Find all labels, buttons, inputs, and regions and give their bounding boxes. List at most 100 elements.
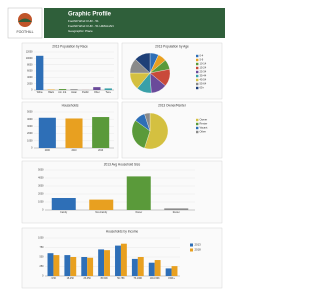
bar xyxy=(89,200,113,210)
bar xyxy=(98,249,104,276)
bar xyxy=(138,257,144,276)
x-tick-label: Am. Ind. xyxy=(58,91,67,94)
legend-label: 2018 xyxy=(195,248,202,252)
logo-text: FOOTHILL xyxy=(16,30,33,34)
x-tick-label: Renter xyxy=(173,211,180,214)
y-tick-label: 4000 xyxy=(27,118,33,121)
legend-swatch xyxy=(196,71,198,73)
bar xyxy=(164,208,188,210)
x-tick-label: Non-Family xyxy=(95,212,108,214)
chart-title: 2013 Population by Race xyxy=(52,44,88,48)
x-tick-label: <15K xyxy=(51,277,57,280)
bar xyxy=(65,118,82,148)
x-tick-label: 2010 xyxy=(71,150,77,152)
y-tick-label: 12000 xyxy=(26,51,33,54)
bar xyxy=(52,198,76,210)
bar xyxy=(115,246,121,276)
legend-label: Vacant xyxy=(200,126,208,130)
y-tick-label: 2000 xyxy=(27,82,33,85)
header-line: Foothill Wind CUR - 51 HIMALIAN xyxy=(68,24,114,28)
legend-label: 2013 xyxy=(195,243,202,247)
chart-title: 2013 Avg Household Size xyxy=(104,162,141,166)
x-tick-label: White xyxy=(37,91,44,94)
y-tick-label: 2000 xyxy=(27,132,33,135)
bar xyxy=(53,255,59,276)
legend-swatch xyxy=(196,87,198,89)
page: FOOTHILL Graphic Profile Foothill Wind C… xyxy=(0,0,232,300)
x-tick-label: Other xyxy=(94,91,100,94)
legend-swatch xyxy=(196,83,198,85)
x-tick-label: Owner xyxy=(135,211,142,214)
y-tick-label: 250 xyxy=(40,265,45,268)
bar xyxy=(59,89,66,90)
bar xyxy=(64,255,70,276)
x-tick-label: 150K+ xyxy=(168,278,175,280)
x-tick-label: Black xyxy=(48,92,54,94)
x-tick-label: 100-150K xyxy=(150,278,160,280)
y-tick-label: 4000 xyxy=(27,76,33,79)
legend-label: Other xyxy=(200,130,207,134)
bar xyxy=(92,117,109,148)
legend-swatch xyxy=(196,79,198,81)
y-tick-label: 750 xyxy=(40,246,45,249)
legend-swatch xyxy=(196,119,198,121)
bar xyxy=(81,257,87,276)
chart-title: Households by Income xyxy=(106,229,139,233)
bar xyxy=(127,176,151,210)
bar xyxy=(93,87,100,90)
chart-title: 2013 Population by Age xyxy=(155,44,189,48)
bar xyxy=(172,266,178,276)
bar xyxy=(149,263,155,276)
legend-swatch xyxy=(196,127,198,129)
legend-label: 65+ xyxy=(200,86,205,90)
legend-label: 5-9 xyxy=(200,58,204,62)
x-tick-label: 75-100K xyxy=(133,278,142,280)
chart-title: 2013 Owner/Renter xyxy=(158,103,187,107)
bar xyxy=(39,118,56,148)
chart-frame xyxy=(22,161,222,223)
y-tick-label: 1000 xyxy=(27,139,33,142)
legend-swatch xyxy=(196,131,198,133)
legend-swatch xyxy=(196,75,198,77)
x-tick-label: 2013 xyxy=(98,150,104,152)
x-tick-label: 50-75K xyxy=(117,278,125,280)
header-title: Graphic Profile xyxy=(68,12,112,18)
x-tick-label: 15-25K xyxy=(67,278,75,280)
header-line: Foothill Wind CUR - 51 xyxy=(68,19,99,23)
y-tick-label: 5000 xyxy=(38,169,44,172)
chart-title: Households xyxy=(62,103,79,107)
legend-swatch xyxy=(196,123,198,125)
legend-swatch xyxy=(190,244,193,247)
legend-label: 25-34 xyxy=(200,70,207,74)
legend-swatch xyxy=(196,63,198,65)
legend-label: Owner xyxy=(200,118,208,122)
legend-label: 10-14 xyxy=(200,62,207,66)
legend-label: 15-24 xyxy=(200,66,207,70)
bar xyxy=(48,253,54,276)
y-tick-label: 6000 xyxy=(27,70,33,73)
bar xyxy=(121,244,127,276)
legend-swatch xyxy=(196,55,198,57)
bar xyxy=(36,56,43,90)
y-tick-label: 5000 xyxy=(27,111,33,114)
header-line: Geographic: Place xyxy=(68,29,93,33)
bar xyxy=(70,257,76,276)
x-tick-label: 35-50K xyxy=(100,278,108,280)
bar xyxy=(105,88,112,90)
y-tick-label: 500 xyxy=(40,256,45,259)
y-tick-label: 2000 xyxy=(38,193,44,196)
bar xyxy=(70,89,77,90)
bar xyxy=(87,258,93,276)
bar xyxy=(104,250,110,276)
x-tick-label: Pacific xyxy=(82,92,90,94)
x-tick-label: Family xyxy=(60,212,68,214)
x-tick-label: Two+ xyxy=(106,92,112,94)
y-tick-label: 1000 xyxy=(38,201,44,204)
legend-label: 45-54 xyxy=(200,78,207,82)
legend-swatch xyxy=(196,59,198,61)
bar xyxy=(155,260,161,276)
x-tick-label: Asian xyxy=(71,91,77,94)
y-tick-label: 10000 xyxy=(26,57,33,60)
y-tick-label: 8000 xyxy=(27,63,33,66)
y-tick-label: 4000 xyxy=(38,177,44,180)
